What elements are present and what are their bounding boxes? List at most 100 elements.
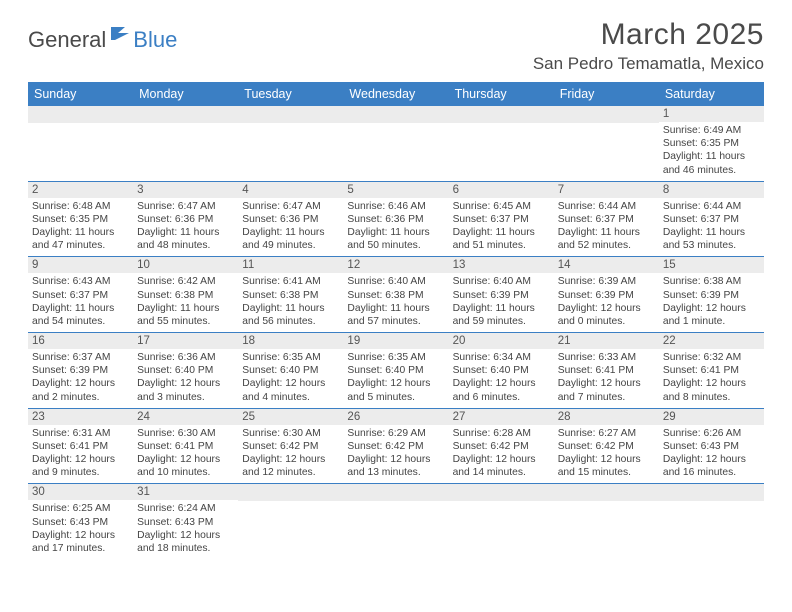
day-number: 31: [133, 484, 238, 500]
day-cell: [659, 484, 764, 559]
header: General Blue March 2025 San Pedro Temama…: [28, 18, 764, 74]
day-details: Sunrise: 6:47 AMSunset: 6:36 PMDaylight:…: [242, 200, 339, 253]
day-number: 22: [659, 333, 764, 349]
day-details: [347, 503, 444, 551]
day-cell: 17 Sunrise: 6:36 AMSunset: 6:40 PMDayligh…: [133, 333, 238, 409]
day-number: 18: [238, 333, 343, 349]
day-cell: 24Sunrise: 6:30 AMSunset: 6:41 PMDayligh…: [133, 408, 238, 484]
calendar-table: Sunday Monday Tuesday Wednesday Thursday…: [28, 82, 764, 559]
col-wednesday: Wednesday: [343, 82, 448, 106]
day-details: Sunrise: 6:49 AMSunset: 6:35 PMDaylight:…: [663, 124, 760, 177]
day-cell: [343, 106, 448, 181]
day-number: [449, 106, 554, 123]
day-cell: [238, 484, 343, 559]
col-monday: Monday: [133, 82, 238, 106]
day-cell: 14Sunrise: 6:39 AMSunset: 6:39 PMDayligh…: [554, 257, 659, 333]
day-number: 29: [659, 409, 764, 425]
day-number: 11: [238, 257, 343, 273]
day-cell: 23Sunrise: 6:31 AMSunset: 6:41 PMDayligh…: [28, 408, 133, 484]
day-details: Sunrise: 6:30 AMSunset: 6:41 PMDaylight:…: [137, 427, 234, 480]
day-cell: 28Sunrise: 6:27 AMSunset: 6:42 PMDayligh…: [554, 408, 659, 484]
day-details: Sunrise: 6:37 AMSunset: 6:39 PMDaylight:…: [32, 351, 129, 404]
day-details: [558, 125, 655, 173]
day-cell: 12Sunrise: 6:40 AMSunset: 6:38 PMDayligh…: [343, 257, 448, 333]
header-row: Sunday Monday Tuesday Wednesday Thursday…: [28, 82, 764, 106]
day-number: 28: [554, 409, 659, 425]
week-row: 16 Sunrise: 6:37 AMSunset: 6:39 PMDayligh…: [28, 333, 764, 409]
week-row: 2Sunrise: 6:48 AMSunset: 6:35 PMDaylight…: [28, 181, 764, 257]
calendar-body: 1 Sunrise: 6:49 AMSunset: 6:35 PMDaylight…: [28, 106, 764, 559]
day-number: [238, 484, 343, 501]
day-cell: 1 Sunrise: 6:49 AMSunset: 6:35 PMDaylight…: [659, 106, 764, 181]
col-tuesday: Tuesday: [238, 82, 343, 106]
day-details: Sunrise: 6:29 AMSunset: 6:42 PMDaylight:…: [347, 427, 444, 480]
day-number: 1: [659, 106, 764, 122]
day-cell: [554, 106, 659, 181]
day-details: Sunrise: 6:30 AMSunset: 6:42 PMDaylight:…: [242, 427, 339, 480]
day-cell: 2Sunrise: 6:48 AMSunset: 6:35 PMDaylight…: [28, 181, 133, 257]
day-details: Sunrise: 6:40 AMSunset: 6:39 PMDaylight:…: [453, 275, 550, 328]
day-cell: 18Sunrise: 6:35 AMSunset: 6:40 PMDayligh…: [238, 333, 343, 409]
day-number: 3: [133, 182, 238, 198]
day-number: 16: [28, 333, 133, 349]
day-details: [558, 503, 655, 551]
col-saturday: Saturday: [659, 82, 764, 106]
day-cell: 22 Sunrise: 6:32 AMSunset: 6:41 PMDayligh…: [659, 333, 764, 409]
day-cell: 3 Sunrise: 6:47 AMSunset: 6:36 PMDaylight…: [133, 181, 238, 257]
day-number: 6: [449, 182, 554, 198]
day-number: [554, 484, 659, 501]
day-cell: 20Sunrise: 6:34 AMSunset: 6:40 PMDayligh…: [449, 333, 554, 409]
flag-icon: [111, 24, 133, 45]
col-friday: Friday: [554, 82, 659, 106]
logo: General Blue: [28, 24, 177, 56]
day-number: 10: [133, 257, 238, 273]
day-number: [238, 106, 343, 123]
day-cell: 15Sunrise: 6:38 AMSunset: 6:39 PMDayligh…: [659, 257, 764, 333]
day-details: [663, 503, 760, 551]
calendar-page: General Blue March 2025 San Pedro Temama…: [0, 0, 792, 569]
day-number: [449, 484, 554, 501]
day-number: 7: [554, 182, 659, 198]
day-number: 5: [343, 182, 448, 198]
day-number: 13: [449, 257, 554, 273]
day-details: Sunrise: 6:32 AMSunset: 6:41 PMDaylight:…: [663, 351, 760, 404]
day-cell: 6 Sunrise: 6:45 AMSunset: 6:37 PMDaylight…: [449, 181, 554, 257]
day-cell: 11 Sunrise: 6:41 AMSunset: 6:38 PMDayligh…: [238, 257, 343, 333]
day-cell: 19Sunrise: 6:35 AMSunset: 6:40 PMDayligh…: [343, 333, 448, 409]
day-cell: 16 Sunrise: 6:37 AMSunset: 6:39 PMDayligh…: [28, 333, 133, 409]
day-details: Sunrise: 6:26 AMSunset: 6:43 PMDaylight:…: [663, 427, 760, 480]
day-details: [242, 503, 339, 551]
day-details: Sunrise: 6:44 AMSunset: 6:37 PMDaylight:…: [558, 200, 655, 253]
day-details: Sunrise: 6:46 AMSunset: 6:36 PMDaylight:…: [347, 200, 444, 253]
day-details: Sunrise: 6:45 AMSunset: 6:37 PMDaylight:…: [453, 200, 550, 253]
day-cell: [449, 484, 554, 559]
day-details: Sunrise: 6:25 AMSunset: 6:43 PMDaylight:…: [32, 502, 129, 555]
col-sunday: Sunday: [28, 82, 133, 106]
day-number: 27: [449, 409, 554, 425]
day-details: Sunrise: 6:41 AMSunset: 6:38 PMDaylight:…: [242, 275, 339, 328]
day-cell: [28, 106, 133, 181]
day-details: Sunrise: 6:36 AMSunset: 6:40 PMDaylight:…: [137, 351, 234, 404]
col-thursday: Thursday: [449, 82, 554, 106]
day-number: 19: [343, 333, 448, 349]
day-number: 23: [28, 409, 133, 425]
logo-text-general: General: [28, 27, 106, 53]
day-details: [347, 125, 444, 173]
day-cell: 13 Sunrise: 6:40 AMSunset: 6:39 PMDayligh…: [449, 257, 554, 333]
day-details: Sunrise: 6:38 AMSunset: 6:39 PMDaylight:…: [663, 275, 760, 328]
day-number: 2: [28, 182, 133, 198]
week-row: 9Sunrise: 6:43 AMSunset: 6:37 PMDaylight…: [28, 257, 764, 333]
day-cell: 29 Sunrise: 6:26 AMSunset: 6:43 PMDayligh…: [659, 408, 764, 484]
day-details: Sunrise: 6:39 AMSunset: 6:39 PMDaylight:…: [558, 275, 655, 328]
day-cell: 25Sunrise: 6:30 AMSunset: 6:42 PMDayligh…: [238, 408, 343, 484]
day-details: Sunrise: 6:47 AMSunset: 6:36 PMDaylight:…: [137, 200, 234, 253]
day-details: Sunrise: 6:28 AMSunset: 6:42 PMDaylight:…: [453, 427, 550, 480]
day-details: Sunrise: 6:24 AMSunset: 6:43 PMDaylight:…: [137, 502, 234, 555]
day-cell: 21Sunrise: 6:33 AMSunset: 6:41 PMDayligh…: [554, 333, 659, 409]
day-number: 8: [659, 182, 764, 198]
day-number: 17: [133, 333, 238, 349]
location-label: San Pedro Temamatla, Mexico: [533, 54, 764, 74]
day-cell: [238, 106, 343, 181]
day-details: [32, 125, 129, 173]
day-details: Sunrise: 6:42 AMSunset: 6:38 PMDaylight:…: [137, 275, 234, 328]
